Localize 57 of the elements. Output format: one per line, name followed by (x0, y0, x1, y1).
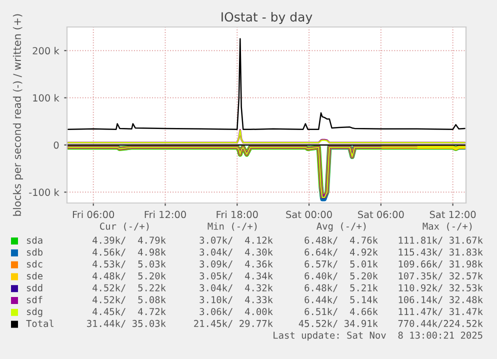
x-tick-label: Fri 18:00 (216, 210, 258, 218)
text: 3.04k/ 4.32k (200, 284, 273, 292)
text: 3.10k/ 4.33k (200, 296, 273, 304)
legend-label: sde (26, 272, 42, 280)
legend-label: sdg (26, 308, 42, 318)
text: 6.40k/ 5.20k (304, 272, 378, 280)
x-tick-label: Sat 12:00 (430, 210, 476, 218)
y-tick-label: 100 k (33, 94, 60, 102)
text: 110.92k/ 32.53k (398, 284, 483, 292)
text: Max (-/+) (422, 222, 472, 231)
text: 6.48k/ 4.76k (304, 236, 378, 245)
text: 6.51k/ 4.66k (304, 308, 378, 316)
text: 107.35k/ 32.57k (398, 272, 483, 280)
text: 4.52k/ 5.08k (92, 296, 166, 304)
text: 4.45k/ 4.72k (92, 308, 166, 316)
text: 45.52k/ 34.91k (298, 320, 378, 328)
text: 6.57k/ 5.01k (304, 260, 378, 268)
text: 3.05k/ 4.34k (200, 272, 273, 280)
legend-label: sdf (26, 296, 42, 304)
text: 109.66k/ 31.98k (398, 260, 483, 268)
text: 4.48k/ 5.20k (92, 272, 166, 280)
text: Last update: Sat Nov 8 13:00:21 2025 (274, 331, 482, 341)
text: 770.44k/224.52k (398, 320, 483, 328)
text: Avg (-/+) (316, 222, 366, 232)
text: 6.48k/ 5.21k (304, 284, 378, 292)
text: 111.81k/ 31.67k (398, 236, 483, 245)
text: 115.43k/ 31.83k (398, 248, 483, 256)
text: 6.44k/ 5.14k (304, 296, 378, 304)
y-tick-label: -100 k (29, 188, 60, 196)
x-tick-label: Sat 00:00 (286, 210, 332, 218)
text: 4.53k/ 5.03k (92, 260, 166, 268)
text: 3.06k/ 4.00k (200, 308, 273, 316)
chart-title: IOstat - by day (222, 12, 312, 24)
y-tick-label: 200 k (32, 46, 60, 54)
text: 31.44k/ 35.03k (87, 320, 166, 328)
text: 3.07k/ 4.12k (200, 236, 273, 245)
x-tick-label: Sat 06:00 (358, 210, 404, 218)
legend-label: sdc (26, 260, 42, 268)
text: 3.09k/ 4.36k (200, 260, 273, 268)
text: 111.47k/ 31.47k (398, 308, 483, 316)
text: 3.04k/ 4.30k (200, 248, 273, 256)
legend-label: sda (26, 236, 42, 244)
legend-label: sdd (26, 284, 42, 292)
text: Min (-/+) (208, 222, 257, 231)
y-axis-title: blocks per second read (-) / written (+) (12, 14, 24, 216)
text: 6.64k/ 4.92k (304, 248, 378, 256)
text: Cur (-/+) (100, 222, 149, 231)
legend-label: Total (26, 320, 54, 328)
legend-label: sdb (26, 248, 42, 256)
text: 4.39k/ 4.79k (92, 236, 166, 245)
text: 21.45k/ 29.77k (194, 320, 273, 328)
text: 4.52k/ 5.22k (92, 284, 166, 292)
text: 106.14k/ 32.48k (398, 296, 483, 304)
x-tick-label: Fri 06:00 (72, 210, 114, 218)
y-tick-label: 0 (54, 141, 59, 149)
x-tick-label: Fri 12:00 (144, 210, 186, 218)
text: 4.56k/ 4.98k (92, 248, 166, 256)
